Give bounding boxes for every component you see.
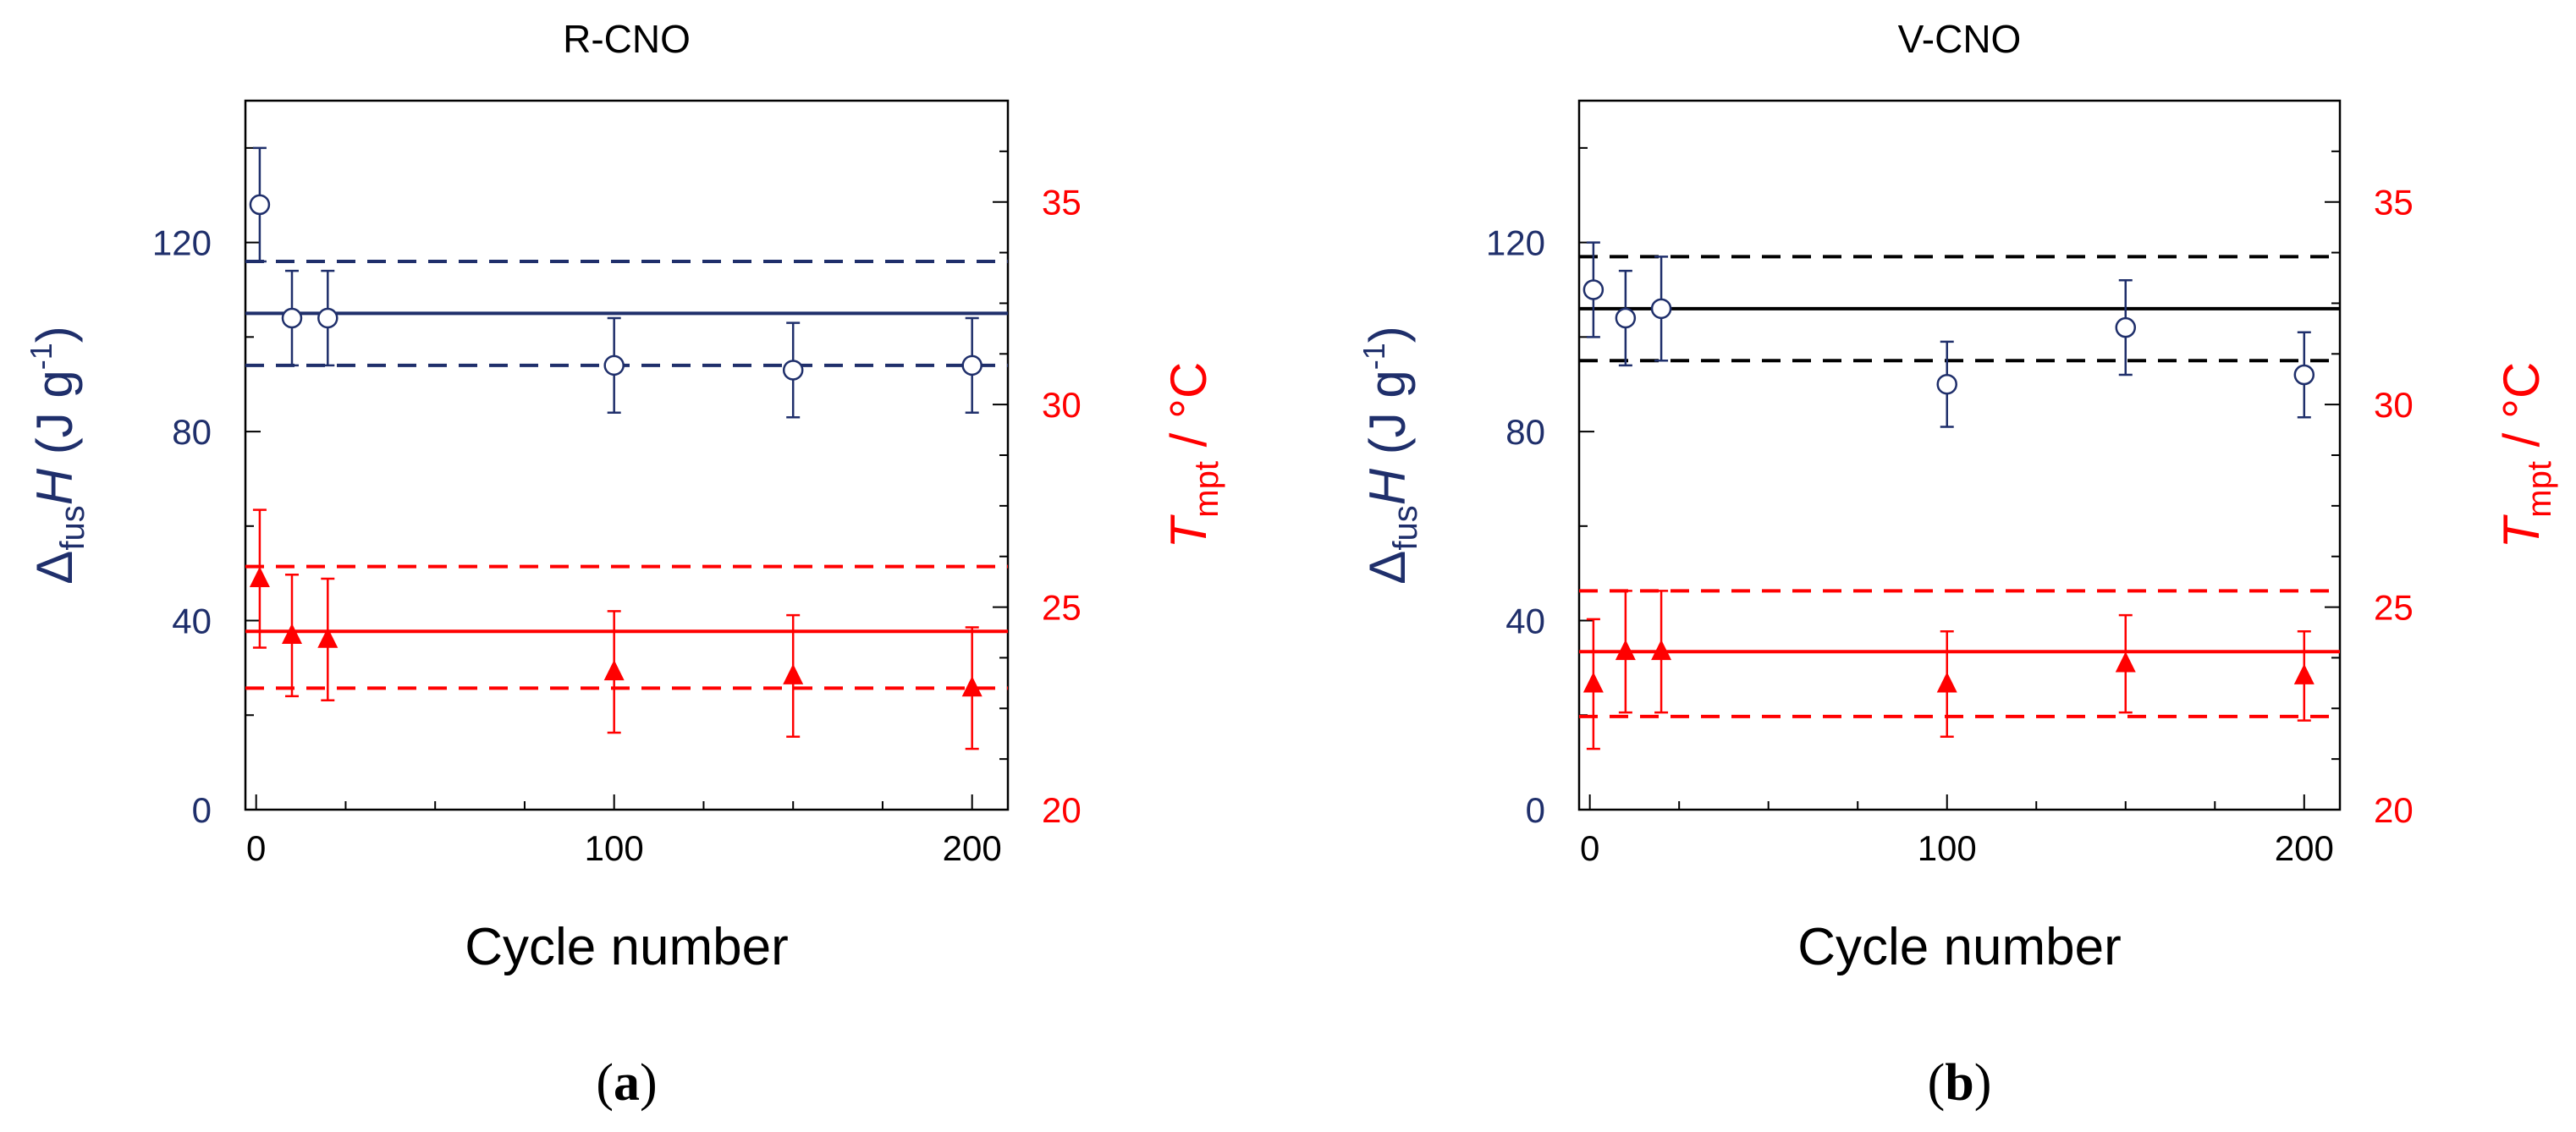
right-axis-label: Tmpt / °C [2493,362,2558,549]
left-tick-label: 80 [172,412,212,452]
data-point-triangle [783,663,804,684]
data-point-triangle [961,676,983,697]
data-point-circle [281,307,303,329]
plot-frame [1577,99,2342,811]
data-point-triangle [317,627,339,648]
data-point-circle [1936,373,1957,395]
plot-frame [244,99,1010,811]
right-axis-label: Tmpt / °C [1160,362,1225,549]
panel-a: R-CNO 0 100 200 0 40 80 120 20 25 30 35 Cycle number… [24,17,1225,1112]
left-tick-label: 40 [1505,602,1545,641]
data-point-circle [782,360,804,381]
right-tick-label: 30 [2374,385,2414,425]
left-tick-label: 0 [192,790,212,830]
data-point-circle [1650,298,1672,320]
x-tick-label: 0 [1580,828,1599,868]
data-point-circle [2115,316,2137,338]
x-tick-label: 100 [585,828,644,868]
data-point-circle [1615,307,1637,329]
left-tick-label: 40 [172,602,212,641]
data-point-circle [317,307,339,329]
x-axis-label: Cycle number [1797,918,2121,976]
data-point-circle [961,354,983,376]
left-tick-label: 0 [1526,790,1545,830]
right-tick-label: 35 [2374,183,2414,223]
chart-title: R-CNO [563,17,691,61]
left-tick-label: 120 [1486,223,1545,263]
data-point-circle [2293,364,2315,386]
right-tick-label: 30 [1042,385,1082,425]
data-point-triangle [1936,672,1957,693]
x-tick-label: 0 [246,828,266,868]
x-tick-label: 200 [943,828,1002,868]
data-point-circle [603,354,625,376]
data-point-triangle [603,659,625,681]
panel-letter: (a) [596,1054,657,1112]
right-tick-label: 20 [1042,790,1082,830]
data-point-circle [1582,279,1604,300]
panel-b: V-CNO 0 100 200 0 40 80 120 20 25 30 35 Cycle number… [1357,17,2558,1112]
data-point-triangle [1615,639,1636,661]
data-point-triangle [2293,663,2315,684]
x-tick-label: 200 [2275,828,2334,868]
data-point-triangle [1651,639,1672,661]
x-tick-label: 100 [1918,828,1977,868]
left-axis-label: ΔfusH (J g-1) [24,326,91,584]
data-point-triangle [1582,672,1604,693]
left-tick-label: 120 [152,223,212,263]
data-point-triangle [281,623,302,644]
x-axis-label: Cycle number [465,918,788,976]
right-tick-label: 35 [1042,183,1082,223]
data-point-circle [249,194,271,216]
left-axis-label: ΔfusH (J g-1) [1357,326,1424,584]
data-point-triangle [249,566,270,587]
right-tick-label: 25 [2374,588,2414,628]
right-tick-label: 20 [2374,790,2414,830]
panel-letter: (b) [1928,1054,1992,1112]
right-tick-label: 25 [1042,588,1082,628]
left-tick-label: 80 [1505,412,1545,452]
data-point-triangle [2115,651,2136,673]
chart-title: V-CNO [1898,17,2022,61]
